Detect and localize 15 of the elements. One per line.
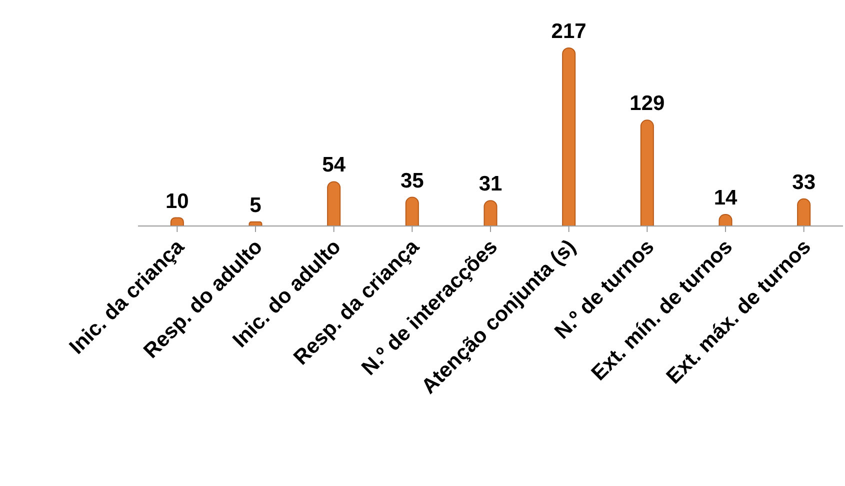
bar [562,48,576,226]
data-label: 14 [714,186,738,210]
data-label: 35 [400,169,424,192]
data-label: 129 [630,92,665,116]
bar [405,196,419,226]
bar [797,198,811,226]
data-label: 10 [165,190,189,213]
data-label: 33 [792,170,816,194]
bar [640,120,654,226]
bar [327,181,341,226]
data-label: 5 [250,194,262,217]
data-label: 31 [478,172,502,196]
data-label: 217 [551,20,586,43]
data-label: 54 [322,154,346,177]
bar [484,200,498,226]
